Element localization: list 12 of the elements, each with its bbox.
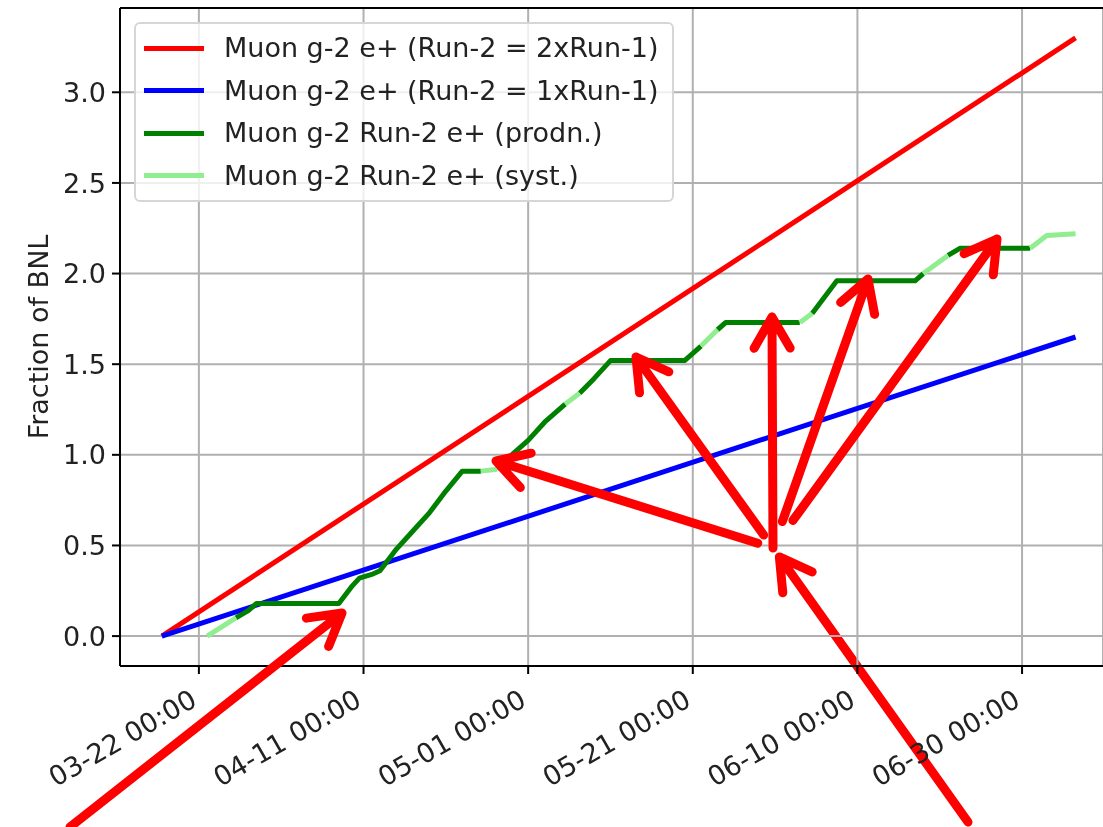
y-tick-label: 3.0 — [63, 76, 106, 108]
legend-label: Muon g-2 Run-2 e+ (prodn.) — [224, 117, 603, 150]
legend-label: Muon g-2 e+ (Run-2 = 1xRun-1) — [224, 74, 659, 107]
legend-label: Muon g-2 e+ (Run-2 = 2xRun-1) — [224, 32, 659, 65]
y-tick-label: 0.5 — [63, 530, 106, 562]
y-axis-title: Fraction of BNL — [22, 234, 54, 440]
legend-label: Muon g-2 Run-2 e+ (syst.) — [224, 159, 579, 192]
y-tick-label: 1.5 — [63, 348, 106, 380]
y-tick-label: 0.0 — [63, 620, 106, 652]
y-tick-label: 1.0 — [63, 439, 106, 471]
y-tick-label: 2.5 — [63, 167, 106, 199]
y-tick-label: 2.0 — [63, 258, 106, 290]
